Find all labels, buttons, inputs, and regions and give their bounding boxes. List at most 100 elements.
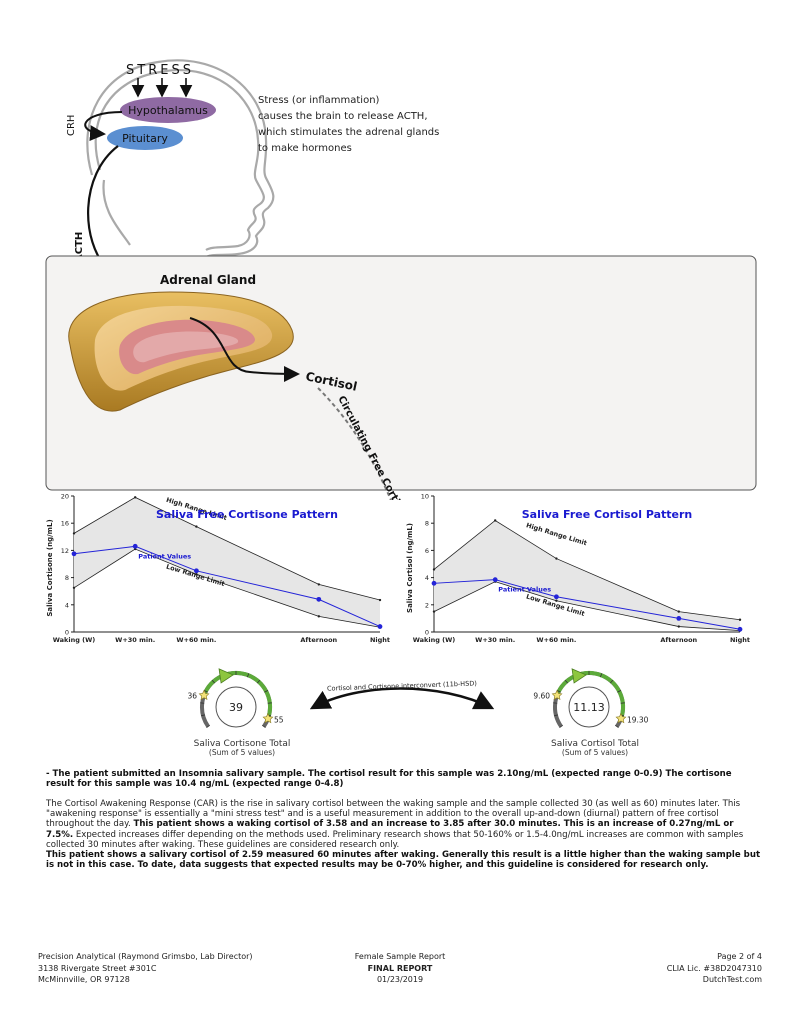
range-band	[74, 497, 380, 628]
gauge-sublabel: (Sum of 5 values)	[209, 748, 275, 757]
gauge-low-label: 36	[188, 691, 198, 700]
y-tick-label: 10	[421, 493, 429, 501]
gauge-tick	[206, 725, 211, 728]
footer-address: 3138 Rivergate Street #301C	[38, 963, 157, 973]
chart-title: Saliva Free Cortisone Pattern	[156, 508, 338, 521]
gauge-face	[215, 686, 257, 728]
gauge-tick	[261, 725, 266, 728]
insomnia-text: - The patient submitted an Insomnia sali…	[46, 769, 732, 790]
y-tick-label: 0	[65, 629, 69, 637]
gauge: 39 36 55 Saliva Cortisone Total(Sum of 5 va…	[188, 668, 291, 757]
gauge-pointer	[218, 668, 234, 684]
patient-point	[316, 596, 322, 602]
chart-title: Saliva Free Cortisol Pattern	[522, 508, 693, 521]
stress-label: STRESS	[126, 63, 194, 78]
low-range-point	[555, 599, 558, 602]
y-axis-label: Saliva Cortisol (ng/mL)	[406, 523, 414, 613]
gauge-tick	[559, 725, 564, 728]
stress-note-line: which stimulates the adrenal glands	[258, 127, 440, 138]
high-range-point	[317, 583, 320, 586]
interconvert-arrow	[309, 687, 495, 710]
y-axis-label: Saliva Cortisone (ng/mL)	[46, 519, 54, 616]
gauges-area: Cortisol and Cortisone interconvert (11b…	[188, 668, 649, 757]
gauge-tick	[609, 679, 614, 684]
x-tick-label: Night	[370, 636, 390, 644]
footer-left: Precision Analytical (Raymond Grimsbo, L…	[38, 951, 253, 986]
gauge-high-label: 19.30	[627, 716, 649, 725]
patient-point	[676, 616, 682, 621]
stress-note-line: Stress (or inflammation)	[258, 95, 380, 106]
cortisone-chart: 0 4 8 12 16 20 Waking (W) W+30 min. W+60 min. Aft…	[46, 493, 390, 645]
head-diagram: STRESS Hypothalamus Pituitary CRH ACTH A…	[45, 59, 757, 500]
stress-note: Stress (or inflammation) causes the brai…	[258, 93, 439, 157]
gauge-tick	[264, 690, 269, 693]
car-60min: This patient shows a salivary cortisol o…	[46, 850, 761, 871]
high-range-point	[432, 568, 436, 571]
gauge-high-label: 55	[274, 716, 284, 725]
y-tick-label: 8	[65, 574, 69, 582]
y-tick-label: 2	[425, 601, 429, 609]
gauge-sublabel: (Sum of 5 values)	[562, 748, 628, 757]
patient-point	[132, 543, 138, 549]
high-range-point	[738, 618, 742, 621]
gauge-tick	[247, 673, 250, 678]
gauge-tick	[614, 725, 619, 728]
gauge-label: Saliva Cortisol Total	[551, 739, 639, 749]
gauge-tick	[211, 679, 216, 684]
y-tick-label: 4	[65, 601, 69, 609]
gauge-range	[202, 671, 272, 720]
y-tick-label: 12	[61, 547, 69, 555]
high-range-point	[134, 496, 137, 499]
cortisol-arrow	[189, 317, 300, 382]
gauge-value: 11.13	[573, 701, 605, 714]
high-range-point	[72, 532, 76, 535]
range-band	[434, 520, 740, 631]
hypothalamus-label: Hypothalamus	[128, 104, 208, 117]
head-outline	[86, 59, 275, 259]
crh-arrow	[84, 111, 123, 142]
y-tick-label: 16	[61, 520, 69, 528]
patient-point	[737, 626, 743, 632]
y-tick-label: 6	[425, 547, 429, 555]
low-star-icon	[198, 689, 210, 700]
adrenal-gland-label: Adrenal Gland	[160, 273, 256, 287]
gauge-label: Saliva Cortisone Total	[194, 739, 291, 749]
high-star-icon	[262, 712, 274, 724]
adrenal-gland-illustration	[68, 291, 294, 412]
car-text: The Cortisol Awakening Response (CAR) is…	[46, 799, 741, 830]
patient-point	[492, 577, 498, 583]
patient-point	[377, 624, 383, 629]
crh-label: CRH	[66, 115, 77, 136]
patient-point	[554, 594, 559, 600]
low-range-point	[72, 586, 76, 589]
footer-clia: CLIA Lic. #38D2047310	[666, 963, 762, 973]
stress-arrows	[131, 78, 193, 98]
high-range-point	[555, 557, 558, 560]
gauge-tick	[256, 679, 261, 684]
hypothalamus-shape	[120, 97, 216, 123]
gauge-pointer	[571, 668, 587, 684]
high-star-icon	[615, 712, 627, 724]
gauge-tick	[553, 714, 559, 717]
x-tick-label: Afternoon	[660, 636, 697, 644]
stress-note-line: to make hormones	[258, 143, 352, 154]
car-result: This patient shows a waking cortisol of …	[46, 819, 734, 840]
footer-site: DutchTest.com	[702, 975, 762, 984]
gauge-tick	[564, 679, 569, 684]
gauge-tick	[617, 690, 622, 693]
x-tick-label: Waking (W)	[413, 636, 456, 644]
x-tick-label: Waking (W)	[53, 636, 96, 644]
patient-values-label: Patient Values	[138, 552, 191, 560]
gauge-face	[568, 686, 610, 728]
acth-label: ACTH	[74, 232, 85, 262]
low-range-point	[195, 573, 198, 576]
patient-point	[194, 568, 199, 574]
low-star-icon	[551, 689, 563, 700]
gauge-low-label: 9.60	[533, 691, 550, 700]
interconvert-label: Cortisol and Cortisone interconvert (11b…	[327, 679, 477, 692]
gauge-tick	[203, 690, 208, 693]
footer-right: Page 2 of 4 CLIA Lic. #38D2047310 DutchT…	[667, 951, 762, 986]
x-tick-label: W+30 min.	[475, 636, 515, 644]
gauge-tick	[200, 714, 206, 717]
footer-lab: Precision Analytical (Raymond Grimsbo, L…	[38, 952, 253, 961]
